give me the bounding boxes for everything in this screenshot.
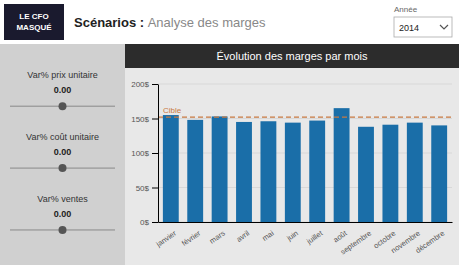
plot-area <box>158 108 452 222</box>
slider-handle[interactable] <box>59 226 67 234</box>
y-tick-label: 0$ <box>140 218 149 227</box>
grid-line <box>158 84 452 85</box>
x-tick-label: janvier <box>154 228 178 249</box>
year-value[interactable]: 2014 <box>399 23 419 33</box>
x-tick-label: juillet <box>304 228 325 246</box>
y-tick: 200$ <box>131 80 158 89</box>
y-axis: 0$ 50$ 100$ 150$ 200$ <box>131 80 158 227</box>
x-tick: janvier <box>154 228 178 249</box>
x-tick: avril <box>235 228 252 243</box>
x-tick: février <box>180 228 203 248</box>
slider-panel <box>0 44 125 265</box>
y-axis-line <box>158 85 159 223</box>
y-tick: 100$ <box>131 149 158 158</box>
bar <box>309 121 325 222</box>
x-tick: mars <box>208 228 227 245</box>
y-tick-mark <box>152 119 158 120</box>
bar <box>260 121 276 222</box>
y-tick: 150$ <box>131 115 158 124</box>
y-tick: 0$ <box>140 218 158 227</box>
logo-text: MASQUÉ <box>16 23 52 32</box>
y-tick-label: 150$ <box>131 115 149 124</box>
slider-handle[interactable] <box>59 164 67 172</box>
x-tick-label: mars <box>208 228 227 245</box>
page-title-bold: Scénarios : <box>74 15 148 30</box>
bar <box>285 123 301 222</box>
bar <box>187 120 203 222</box>
page-title-normal: Analyse des marges <box>148 15 266 30</box>
slider-handle[interactable] <box>59 102 67 110</box>
x-tick-label: août <box>332 228 350 244</box>
y-tick-mark <box>152 222 158 223</box>
slider-label: Var% prix unitaire <box>27 70 97 80</box>
slider-value: 0.00 <box>54 85 72 95</box>
x-tick-label: février <box>180 228 203 248</box>
x-tick: juillet <box>304 228 325 246</box>
slider-label: Var% ventes <box>37 194 88 204</box>
chart-title: Évolution des marges par mois <box>216 50 368 62</box>
y-tick-mark <box>152 188 158 189</box>
slider-label: Var% coût unitaire <box>26 132 99 142</box>
bar <box>407 123 423 222</box>
y-tick-mark <box>152 84 158 85</box>
x-tick: mai <box>260 228 275 242</box>
x-axis: janvierfévrier mars avril maijuin juillet aoû… <box>154 223 453 257</box>
bar <box>334 108 350 222</box>
reference-line <box>158 117 452 118</box>
bar <box>236 122 252 222</box>
bar <box>431 125 447 222</box>
reference-label: Cible <box>163 106 182 115</box>
x-tick-label: juin <box>284 229 300 244</box>
logo-text: LE CFO <box>19 12 48 21</box>
chart-bg <box>125 44 459 265</box>
bar <box>358 127 374 222</box>
x-tick-label: septembre <box>339 229 373 257</box>
x-tick: août <box>332 228 350 244</box>
y-tick-mark <box>152 153 158 154</box>
y-tick-label: 50$ <box>136 184 150 193</box>
grid <box>158 84 452 222</box>
x-tick-label: décembre <box>414 229 446 256</box>
year-label: Année <box>394 5 418 14</box>
slider-value: 0.00 <box>54 209 72 219</box>
x-axis-line <box>159 222 453 223</box>
grid-line <box>158 118 452 119</box>
x-tick-label: mai <box>260 228 275 242</box>
page: LE CFO MASQUÉ Scénarios : Analyse des marg… <box>0 0 459 265</box>
page-title: Scénarios : Analyse des marges <box>74 15 266 30</box>
year-dropdown[interactable] <box>394 17 452 37</box>
y-tick: 50$ <box>136 184 158 193</box>
bar <box>382 125 398 222</box>
y-tick-label: 200$ <box>131 80 149 89</box>
x-tick: juin <box>284 229 300 244</box>
dropdown-chevron[interactable] <box>440 25 448 29</box>
header-bg <box>0 0 459 44</box>
slider-value: 0.00 <box>54 147 72 157</box>
logo-bg <box>4 4 64 40</box>
x-tick: septembre <box>339 229 373 257</box>
x-tick: décembre <box>414 229 446 256</box>
chart-title-bar <box>125 44 459 68</box>
bar <box>163 115 179 222</box>
y-tick-label: 100$ <box>131 149 149 158</box>
bar <box>212 116 228 222</box>
x-tick-label: avril <box>235 228 252 243</box>
